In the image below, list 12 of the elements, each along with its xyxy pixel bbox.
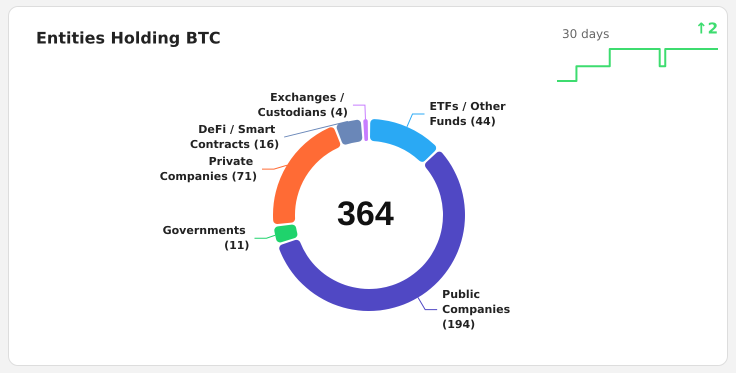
chart-title: Entities Holding BTC [36, 28, 221, 48]
slice-label: Governments [162, 224, 250, 238]
data-label: (11) [224, 239, 250, 252]
slice-label: Exchanges / Custodians (4) [258, 91, 348, 120]
slice-label: ETFs / Other Funds (44) [430, 100, 510, 128]
slice-label: DeFi / Smart Contracts (16) [190, 123, 280, 152]
data-label: (194) [442, 318, 476, 332]
slice-label: Public Companies [442, 288, 514, 316]
chart-title: 30 days [562, 27, 610, 41]
text: 364 [337, 195, 394, 233]
slice-label: Private Companies (71) [160, 155, 257, 184]
text: ↑2 [694, 20, 718, 38]
